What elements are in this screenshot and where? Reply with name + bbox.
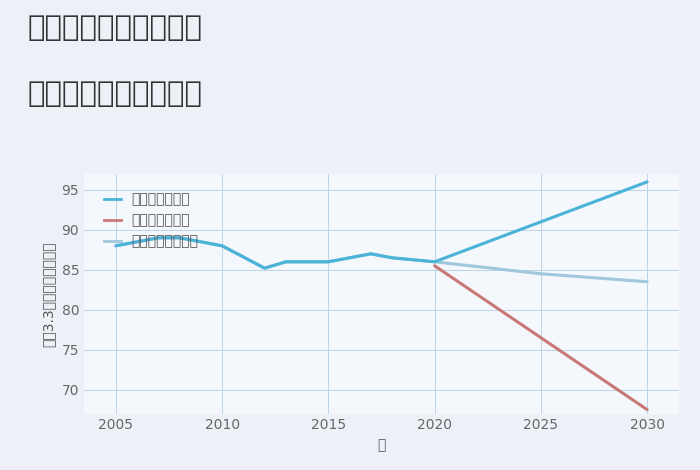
グッドシナリオ [218, 243, 226, 249]
Y-axis label: 坪（3.3㎡）単価（万円）: 坪（3.3㎡）単価（万円） [42, 241, 56, 346]
グッドシナリオ [537, 219, 545, 225]
Legend: グッドシナリオ, バッドシナリオ, ノーマルシナリオ: グッドシナリオ, バッドシナリオ, ノーマルシナリオ [97, 186, 206, 255]
ノーマルシナリオ [112, 243, 120, 249]
グッドシナリオ [367, 251, 375, 257]
グッドシナリオ [176, 235, 184, 241]
X-axis label: 年: 年 [377, 438, 386, 452]
グッドシナリオ [324, 259, 332, 265]
ノーマルシナリオ [176, 235, 184, 241]
グッドシナリオ [154, 235, 162, 241]
ノーマルシナリオ [388, 255, 396, 261]
Line: グッドシナリオ: グッドシナリオ [116, 182, 647, 268]
グッドシナリオ [260, 266, 269, 271]
ノーマルシナリオ [643, 279, 651, 285]
Line: バッドシナリオ: バッドシナリオ [435, 266, 647, 410]
ノーマルシナリオ [218, 243, 226, 249]
Text: 愛知県一宮市佐千原の: 愛知県一宮市佐千原の [28, 14, 203, 42]
Line: ノーマルシナリオ: ノーマルシナリオ [116, 238, 647, 282]
グッドシナリオ [388, 255, 396, 261]
バッドシナリオ [430, 263, 439, 269]
ノーマルシナリオ [154, 235, 162, 241]
ノーマルシナリオ [367, 251, 375, 257]
グッドシナリオ [430, 259, 439, 265]
Text: 中古戸建ての価格推移: 中古戸建ての価格推移 [28, 80, 203, 108]
グッドシナリオ [112, 243, 120, 249]
ノーマルシナリオ [281, 259, 290, 265]
ノーマルシナリオ [260, 266, 269, 271]
ノーマルシナリオ [324, 259, 332, 265]
ノーマルシナリオ [430, 259, 439, 265]
バッドシナリオ [643, 407, 651, 413]
グッドシナリオ [281, 259, 290, 265]
グッドシナリオ [643, 179, 651, 185]
ノーマルシナリオ [537, 271, 545, 277]
